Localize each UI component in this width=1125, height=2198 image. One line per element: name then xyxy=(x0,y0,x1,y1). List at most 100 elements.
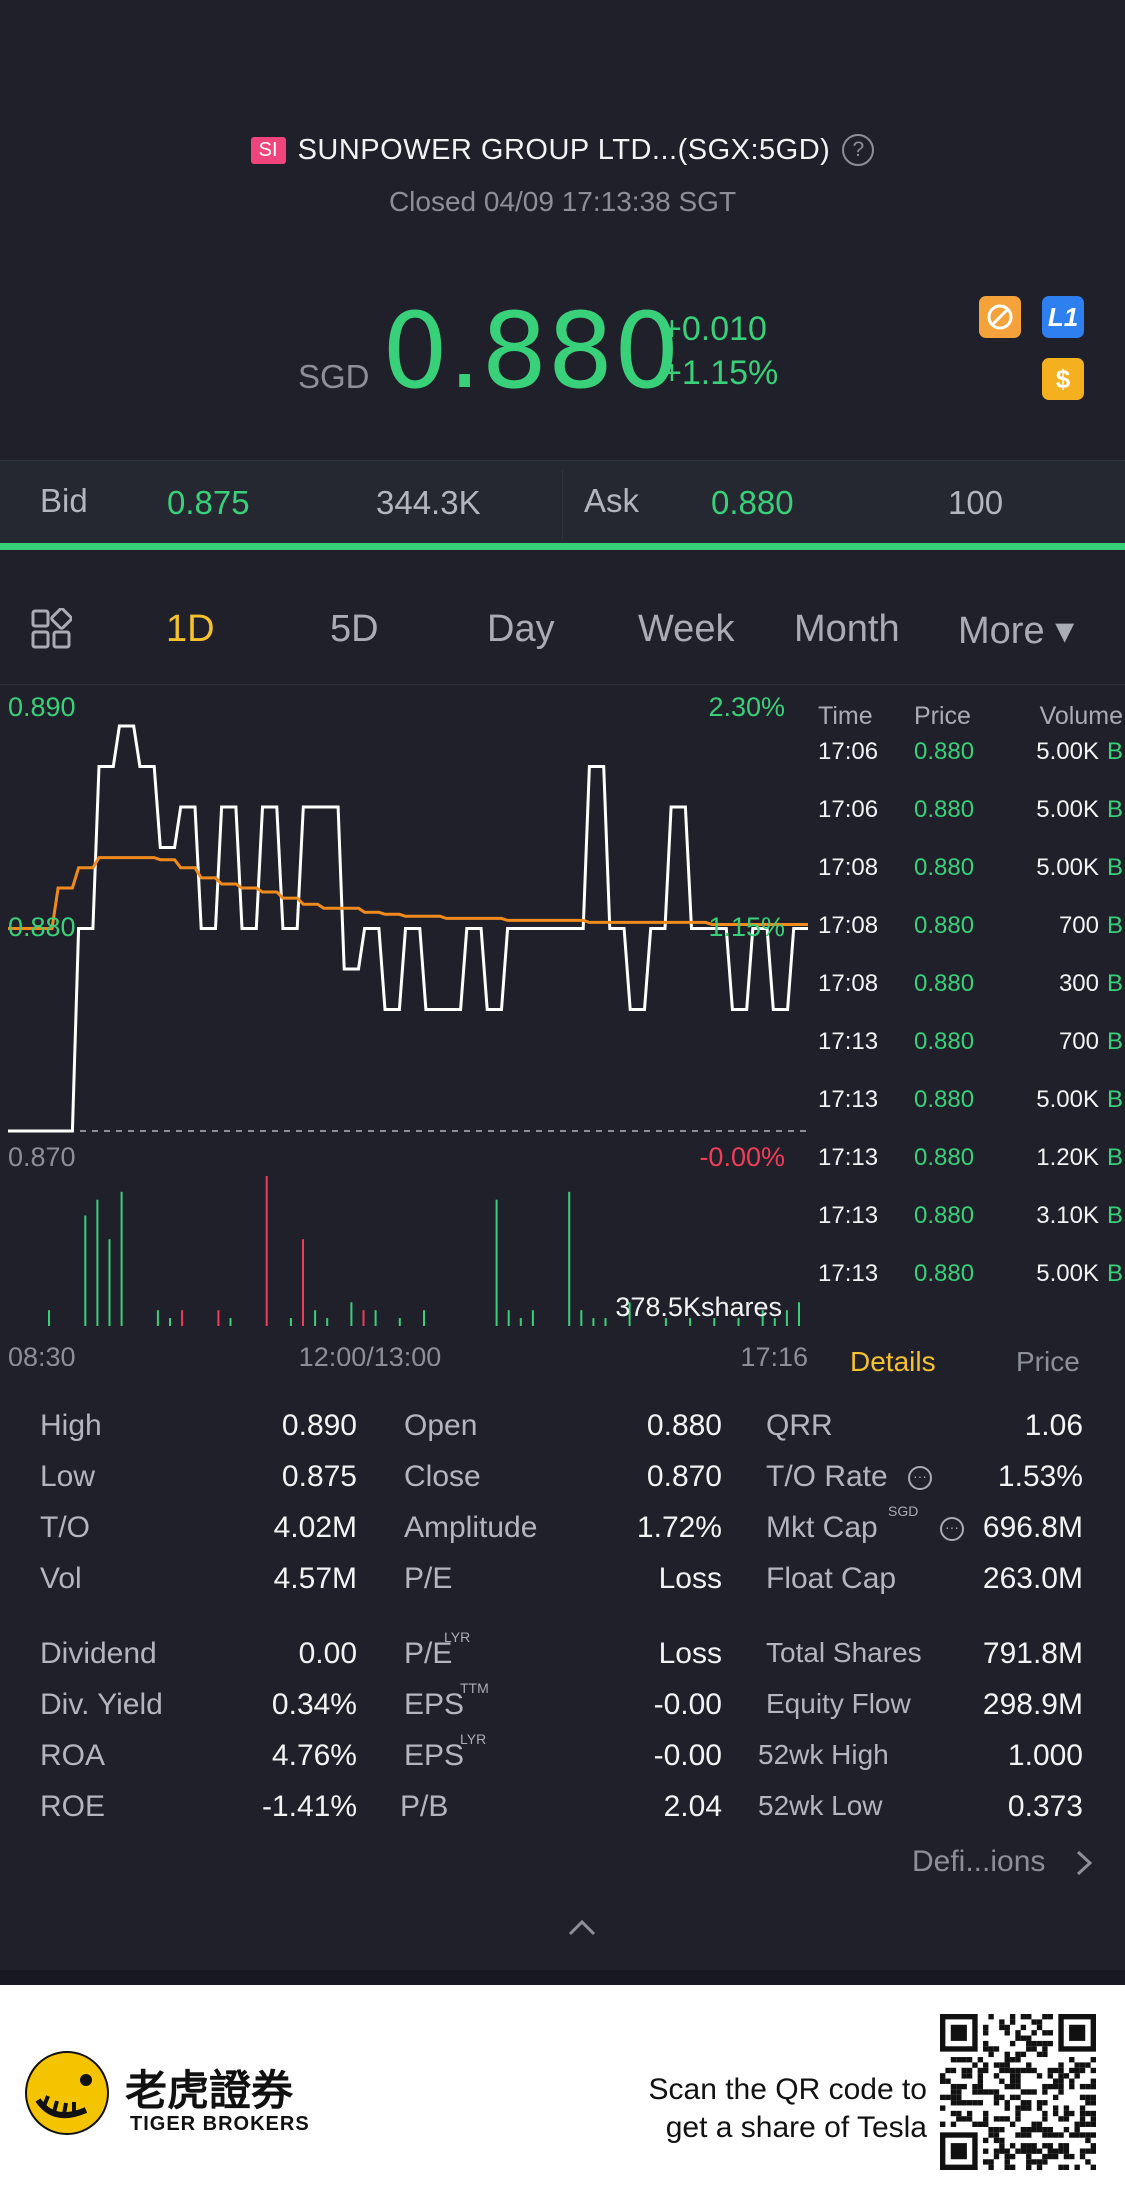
stat-label[interactable]: T/O Rate xyxy=(766,1460,888,1493)
bid-label: Bid xyxy=(40,482,88,519)
trade-side: B xyxy=(1106,1086,1123,1113)
trade-row: 17:08 0.880 700 B xyxy=(818,912,1125,952)
volume-bar xyxy=(265,1176,268,1326)
bid-ask-ratio-bar xyxy=(0,543,1125,550)
trade-price: 0.880 xyxy=(914,970,975,997)
level1-icon[interactable]: L1 xyxy=(1042,296,1084,338)
stat-value: 4.76% xyxy=(271,1739,357,1772)
trade-volume: 700 xyxy=(1058,912,1099,939)
volume-bar xyxy=(761,1310,764,1326)
stat-value: 1.53% xyxy=(997,1460,1083,1493)
stock-title[interactable]: SUNPOWER GROUP LTD...(SGX:5GD) xyxy=(297,133,831,166)
stat-value: 298.9M xyxy=(982,1688,1083,1721)
stat-value: 0.00 xyxy=(298,1637,357,1670)
stat-superscript: LYR xyxy=(460,1731,487,1747)
stat-label: ROE xyxy=(40,1790,106,1823)
volume-bar xyxy=(289,1318,292,1326)
axis-pct-mid: 1.15% xyxy=(708,912,785,942)
tab-week[interactable]: Week xyxy=(638,608,735,650)
stat-label[interactable]: Mkt Cap xyxy=(766,1511,878,1544)
trade-volume: 5.00K xyxy=(1036,796,1099,823)
stat-value: 0.890 xyxy=(281,1409,357,1442)
stat-value: -1.41% xyxy=(261,1790,357,1823)
chevron-right-icon[interactable] xyxy=(1074,1848,1094,1878)
intraday-chart[interactable]: 0.890 0.880 0.870 2.30% 1.15% -0.00% 378… xyxy=(0,686,818,1366)
stat-value: 4.57M xyxy=(273,1562,357,1595)
stat-value: 2.04 xyxy=(663,1790,722,1823)
stat-label: Open xyxy=(404,1409,478,1442)
period-tabs: 1D 5D Day Week Month More ▾ xyxy=(0,590,1125,685)
trade-volume: 5.00K xyxy=(1036,854,1099,881)
volume-bar xyxy=(785,1310,788,1326)
dollar-icon[interactable]: $ xyxy=(1042,358,1084,400)
price-change-percent: +1.15% xyxy=(662,354,779,392)
time-and-sales[interactable]: Time Price Volume 17:06 0.880 5.00K B 17:06 0… xyxy=(818,686,1125,1377)
stat-label: P/E xyxy=(404,1562,453,1595)
tab-price[interactable]: Price xyxy=(1016,1346,1080,1377)
trade-price: 0.880 xyxy=(914,796,975,823)
help-icon[interactable]: ? xyxy=(842,134,875,166)
info-icon[interactable]: ··· xyxy=(940,1517,964,1541)
trade-time: 17:06 xyxy=(818,796,879,823)
stat-value: -0.00 xyxy=(653,1739,722,1772)
stat-value: 696.8M xyxy=(982,1511,1083,1544)
ask-size: 100 xyxy=(948,484,1004,521)
axis-time-mid: 12:00/13:00 xyxy=(299,1342,442,1366)
info-icon[interactable]: ··· xyxy=(908,1466,932,1490)
trade-row: 17:13 0.880 5.00K B xyxy=(818,1086,1125,1126)
brand-name-cn: 老虎證券 xyxy=(125,2067,294,2114)
tab-month[interactable]: Month xyxy=(794,608,900,650)
stat-value: 791.8M xyxy=(982,1637,1083,1670)
tab-day[interactable]: Day xyxy=(487,608,555,650)
tab-1d[interactable]: 1D xyxy=(166,608,215,650)
definitions-link[interactable]: Defi...ions xyxy=(912,1845,1046,1878)
trade-side: B xyxy=(1106,1260,1123,1287)
tab-details[interactable]: Details xyxy=(850,1346,936,1377)
volume-bar xyxy=(664,1318,667,1326)
tab-more[interactable]: More ▾ xyxy=(958,610,1075,652)
stat-value: 0.373 xyxy=(1007,1790,1083,1823)
no-shorting-icon[interactable] xyxy=(979,296,1021,338)
promo-line1: Scan the QR code to xyxy=(648,2073,928,2106)
stat-label: Dividend xyxy=(40,1637,157,1670)
volume-bar xyxy=(713,1318,716,1326)
trade-side: B xyxy=(1106,912,1123,939)
volume-bar xyxy=(362,1310,365,1326)
stat-label: 52wk Low xyxy=(758,1790,883,1821)
volume-total: 378.5Kshares xyxy=(615,1292,782,1322)
trade-price: 0.880 xyxy=(914,738,975,765)
trade-time: 17:08 xyxy=(818,970,879,997)
stat-value: 0.34% xyxy=(271,1688,357,1721)
trade-side: B xyxy=(1106,1202,1123,1229)
stat-superscript: LYR xyxy=(444,1629,471,1645)
layout-grid-icon[interactable] xyxy=(30,608,72,650)
volume-bar xyxy=(689,1318,692,1326)
stat-label: P/B xyxy=(400,1790,449,1823)
stat-label: Low xyxy=(40,1460,96,1493)
stat-label: Equity Flow xyxy=(766,1688,911,1719)
volume-bar xyxy=(48,1310,50,1326)
volume-bar xyxy=(326,1318,329,1326)
stat-value: Loss xyxy=(658,1562,722,1595)
qr-code-icon[interactable] xyxy=(940,2014,1096,2170)
trade-volume: 3.10K xyxy=(1036,1202,1099,1229)
volume-bar xyxy=(628,1302,631,1326)
volume-bar xyxy=(374,1310,377,1326)
trade-price: 0.880 xyxy=(914,1144,975,1171)
trade-price: 0.880 xyxy=(914,854,975,881)
volume-bar xyxy=(108,1239,111,1326)
volume-bar xyxy=(423,1310,425,1326)
trade-row: 17:13 0.880 5.00K B xyxy=(818,1260,1125,1300)
trade-volume: 5.00K xyxy=(1036,1086,1099,1113)
market-status: Closed 04/09 17:13:38 SGT xyxy=(388,186,737,217)
stat-label: Float Cap xyxy=(766,1562,897,1595)
chevron-up-icon[interactable] xyxy=(566,1916,598,1938)
bid-price: 0.875 xyxy=(167,484,250,521)
tab-5d[interactable]: 5D xyxy=(330,608,379,650)
stat-value: 263.0M xyxy=(982,1562,1083,1595)
trade-side: B xyxy=(1106,796,1123,823)
stat-value: 0.875 xyxy=(281,1460,357,1493)
trade-side: B xyxy=(1106,1028,1123,1055)
stat-label: Close xyxy=(404,1460,481,1493)
volume-bar xyxy=(302,1239,304,1326)
